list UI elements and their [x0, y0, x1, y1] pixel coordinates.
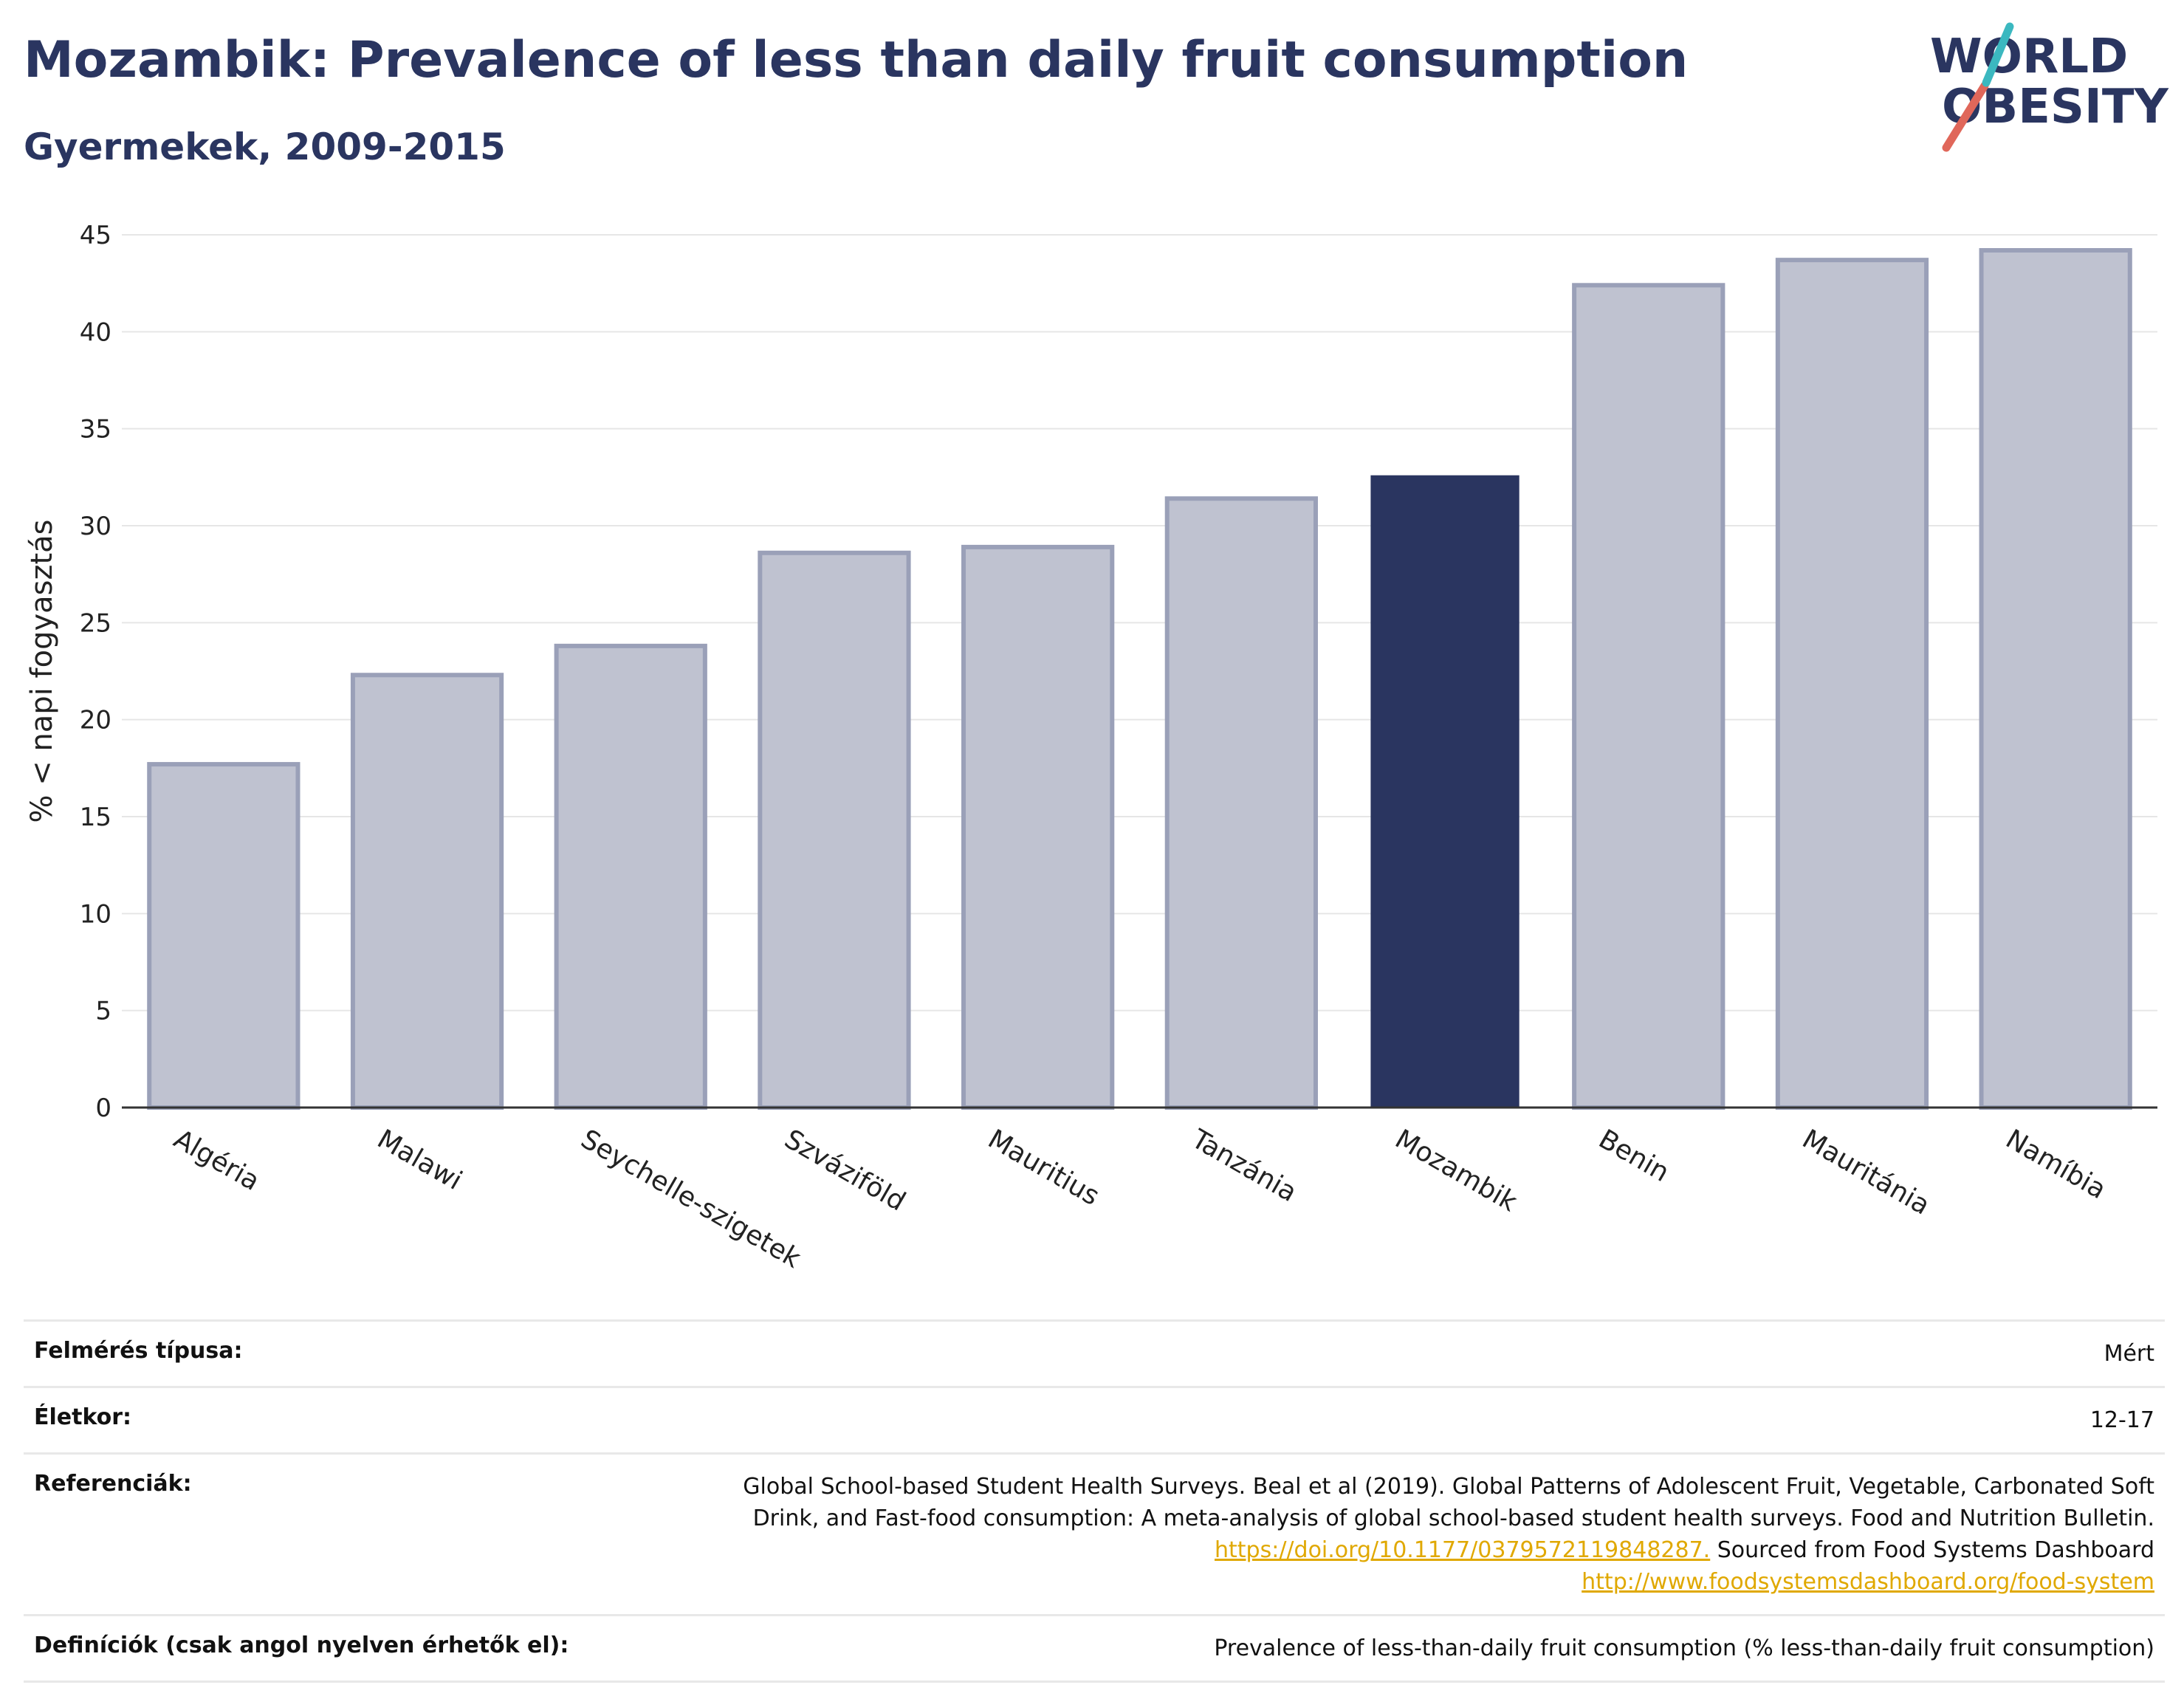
y-tick-label: 15 [80, 803, 111, 832]
x-tick-label: Mauritius [983, 1124, 1105, 1212]
bar-2 [350, 673, 504, 1110]
y-tick-label: 20 [80, 706, 111, 735]
page-subtitle: Gyermekek, 2009-2015 [24, 126, 506, 168]
page-title: Mozambik: Prevalence of less than daily … [24, 31, 1689, 89]
y-axis-label: % < napi fogyasztás [25, 519, 59, 823]
x-tick-label: Mauritánia [1797, 1124, 1935, 1220]
y-tick-label: 40 [80, 317, 111, 347]
y-tick-label: 5 [95, 997, 111, 1026]
y-tick-label: 0 [95, 1094, 111, 1123]
x-tick-label: Mozambik [1390, 1124, 1522, 1218]
bar-1 [147, 762, 301, 1110]
references-text: Global School-based Student Health Surve… [743, 1474, 2154, 1531]
y-tick-label: 45 [80, 221, 111, 250]
survey-type-value: Mért [2104, 1341, 2154, 1367]
bar-chart: 0 5 10 15 20 25 30 35 40 45 Algéria Malawi Seychelle… [0, 199, 2184, 1292]
doi-link[interactable]: https://doi.org/10.1177/0379572119848287… [1215, 1537, 1711, 1563]
definitions-label: Definíciók (csak angol nyelven érhetők e… [34, 1633, 569, 1658]
y-tick-label: 35 [80, 415, 111, 444]
chart-svg: 0 5 10 15 20 25 30 35 40 45 Algéria Malawi Seychelle… [25, 221, 2157, 1274]
y-tick-label: 30 [80, 512, 111, 541]
x-tick-label: Algéria [168, 1124, 264, 1197]
x-tick-label: Tanzánia [1186, 1124, 1302, 1208]
age-value: 12-17 [2089, 1407, 2154, 1433]
info-table: Felmérés típusa: Mért Életkor: 12-17 Ref… [24, 1319, 2165, 1683]
x-tick-label: Szváziföld [779, 1124, 910, 1217]
bar-7 [1370, 475, 1519, 1108]
logo-slash-teal [1982, 22, 2014, 87]
survey-type-label: Felmérés típusa: [34, 1338, 243, 1364]
bar-4 [758, 550, 911, 1110]
bar-5 [961, 544, 1115, 1110]
logo-slash-red [1942, 81, 1989, 152]
info-row-age: Életkor: 12-17 [24, 1387, 2165, 1454]
logo-line1: WORLD [1930, 30, 2128, 84]
bar-9 [1775, 258, 1929, 1110]
bar-10 [1979, 248, 2132, 1110]
food-systems-link[interactable]: http://www.foodsystemsdashboard.org/food… [1582, 1569, 2154, 1595]
references-label: Referenciák: [34, 1471, 192, 1497]
x-tick-label: Namíbia [2001, 1124, 2112, 1205]
y-tick-label: 10 [80, 899, 111, 929]
info-row-definitions: Definíciók (csak angol nyelven érhetők e… [24, 1615, 2165, 1682]
references-value: Global School-based Student Health Surve… [709, 1454, 2165, 1616]
bar-6 [1164, 496, 1318, 1110]
y-tick-label: 25 [80, 608, 111, 638]
x-tick-label: Seychelle-szigetek [576, 1124, 806, 1274]
bar-3 [554, 643, 707, 1110]
references-mid: Sourced from Food Systems Dashboard [1710, 1537, 2154, 1563]
info-row-references: Referenciák: Global School-based Student… [24, 1453, 2165, 1616]
definitions-value: Prevalence of less-than-daily fruit cons… [1214, 1635, 2154, 1661]
bar-8 [1572, 283, 1725, 1110]
age-label: Életkor: [34, 1404, 132, 1430]
world-obesity-logo: WORLD OBESITY [1927, 21, 2171, 154]
x-tick-label: Malawi [372, 1124, 467, 1196]
x-tick-label: Benin [1593, 1124, 1674, 1188]
info-row-survey-type: Felmérés típusa: Mért [24, 1320, 2165, 1387]
